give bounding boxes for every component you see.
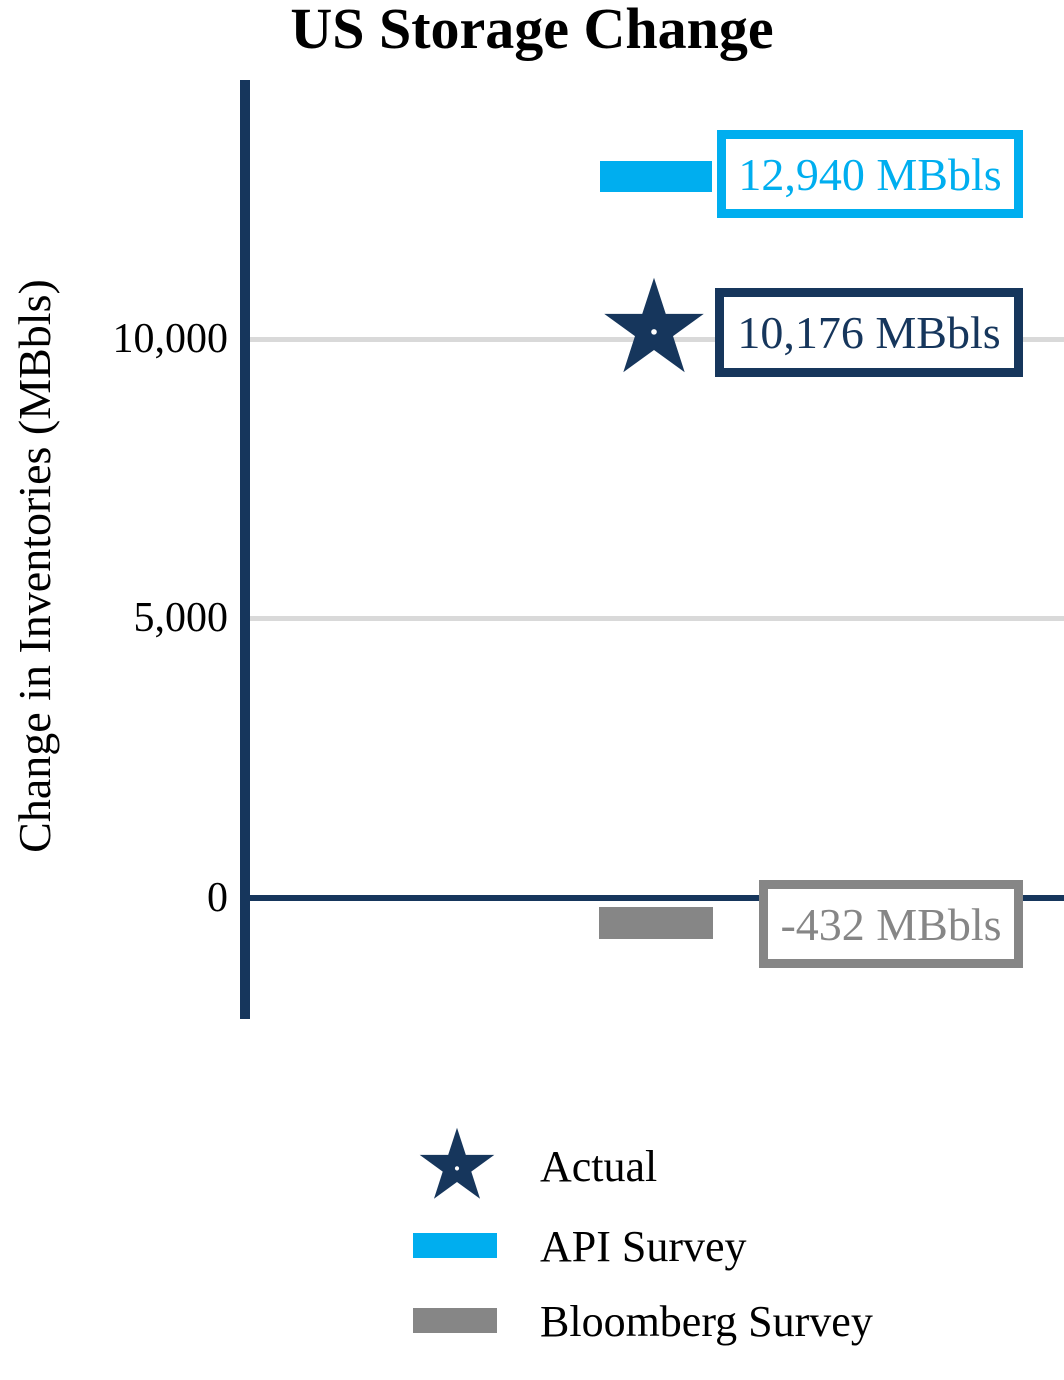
actual-star-marker [604, 277, 704, 373]
y-axis-label: Change in Inventories (MBbls) [9, 279, 60, 853]
legend-label-bloomberg-survey: Bloomberg Survey [540, 1297, 873, 1346]
y-tick-10000: 10,000 [112, 316, 229, 362]
y-tick-0: 0 [207, 875, 228, 921]
legend-api-survey-swatch [413, 1233, 497, 1258]
api-survey-bar [600, 161, 712, 192]
actual-value-box: 10,176 MBbls [715, 288, 1023, 377]
legend-label-actual: Actual [540, 1142, 658, 1191]
api-survey-value: 12,940 MBbls [738, 148, 1002, 200]
bloomberg-survey-value-box: -432 MBbls [759, 880, 1023, 968]
legend-label-api-survey: API Survey [540, 1222, 747, 1271]
bloomberg-survey-bar [599, 907, 713, 939]
api-survey-value-box: 12,940 MBbls [717, 130, 1023, 218]
bloomberg-survey-value: -432 MBbls [780, 898, 1002, 950]
chart-title: US Storage Change [290, 0, 774, 61]
legend-star-icon [419, 1127, 495, 1199]
zero-baseline [250, 895, 1064, 901]
y-axis-line [240, 80, 250, 1019]
y-tick-5000: 5,000 [133, 595, 229, 641]
legend-bloomberg-survey-swatch [413, 1308, 497, 1333]
gridline-5000 [250, 616, 1064, 621]
actual-value: 10,176 MBbls [737, 307, 1001, 358]
